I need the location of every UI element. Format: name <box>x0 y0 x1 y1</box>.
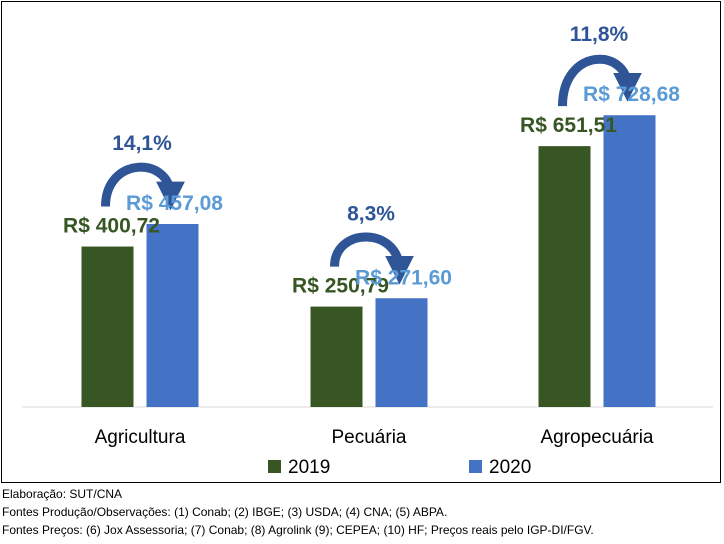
legend-label-2020: 2020 <box>489 457 531 478</box>
legend-swatch-2019 <box>268 460 281 473</box>
data-label-2020-2: R$ 728,68 <box>583 83 680 106</box>
x-tick-label-2: Agropecuária <box>540 427 653 448</box>
bar-2020-1 <box>375 298 428 407</box>
x-tick-label-1: Pecuária <box>332 427 407 448</box>
legend-label-2019: 2019 <box>288 457 330 478</box>
footer-fontes-producao: Fontes Produção/Observações: (1) Conab; … <box>2 505 448 519</box>
legend-swatch-2020 <box>469 460 482 473</box>
data-label-2020-0: R$ 457,08 <box>126 192 223 215</box>
bar-2019-1 <box>310 306 363 407</box>
footer-fontes-precos: Fontes Preços: (6) Jox Assessoria; (7) C… <box>2 523 594 537</box>
data-label-2019-2: R$ 651,51 <box>520 114 617 137</box>
bar-2019-0 <box>81 246 134 407</box>
chart-frame <box>1 1 721 483</box>
data-label-2019-0: R$ 400,72 <box>63 215 160 238</box>
growth-arrow-1 <box>330 232 414 285</box>
bar-2020-0 <box>146 223 199 407</box>
growth-arrow-0 <box>101 162 185 211</box>
footer-elaboracao: Elaboração: SUT/CNA <box>2 487 123 501</box>
growth-label-1: 8,3% <box>347 203 395 226</box>
bar-2019-2 <box>538 146 591 408</box>
growth-arrow-2 <box>558 54 642 107</box>
x-tick-label-0: Agricultura <box>95 427 186 448</box>
growth-label-2: 11,8% <box>570 23 629 46</box>
data-label-2019-1: R$ 250,79 <box>292 275 389 298</box>
chart: R$ 400,72R$ 457,08 14,1% Agricultura R$ 250… <box>22 23 713 478</box>
growth-label-0: 14,1% <box>112 132 172 155</box>
data-label-2020-1: R$ 271,60 <box>355 266 452 289</box>
bar-2020-2 <box>603 115 656 408</box>
